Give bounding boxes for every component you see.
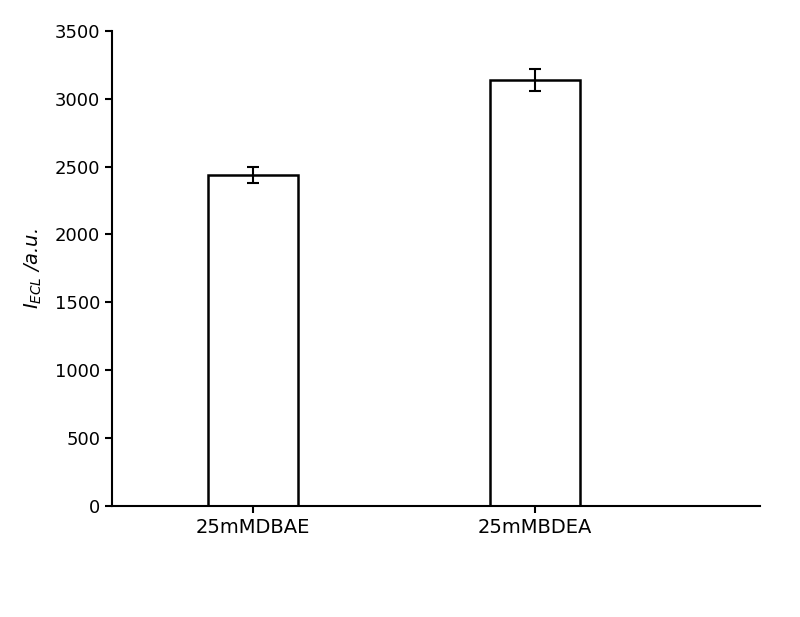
Y-axis label: $I_{ECL}$ /a.u.: $I_{ECL}$ /a.u. [22,228,43,309]
Bar [490,80,580,506]
Bar [208,175,298,506]
